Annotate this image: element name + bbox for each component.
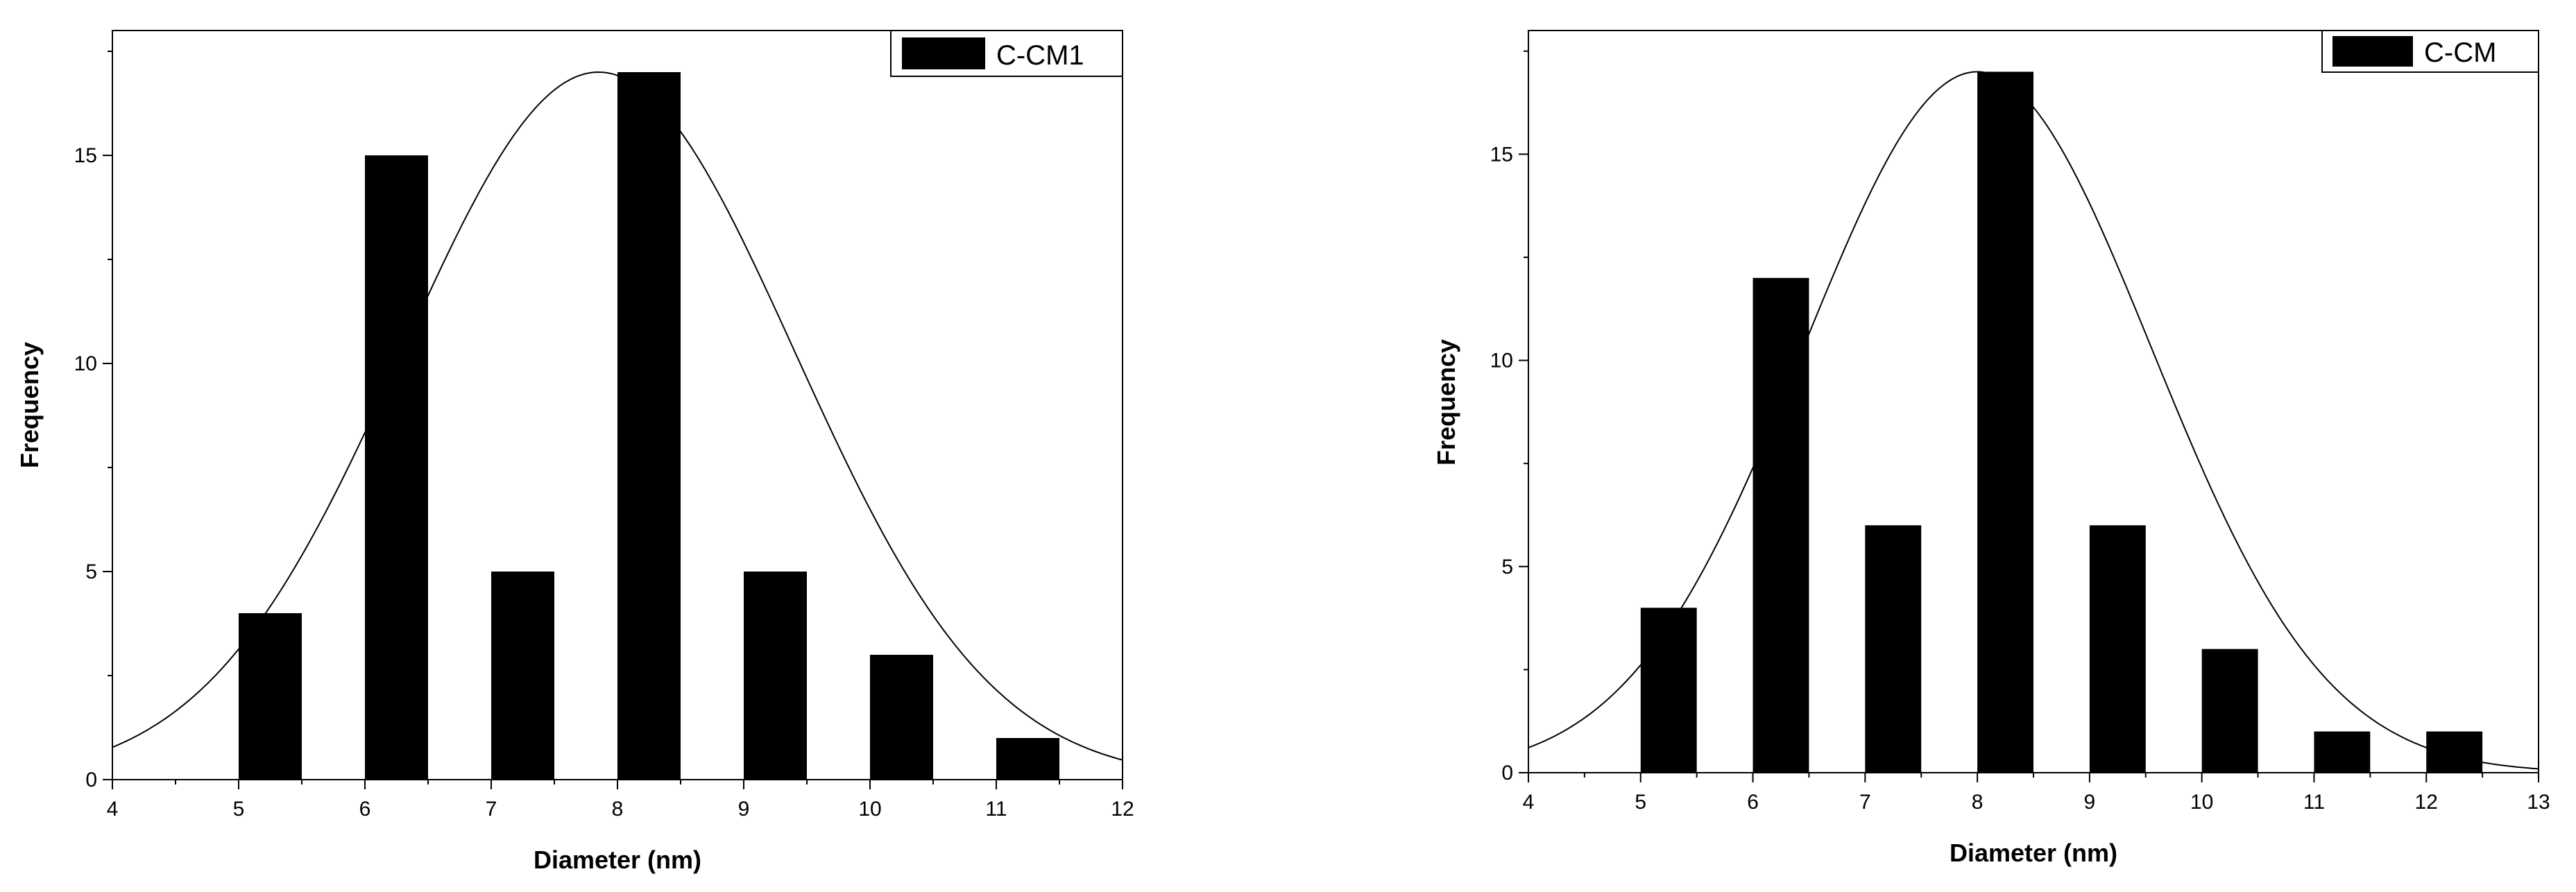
y-tick-label: 15 xyxy=(74,144,97,167)
bars xyxy=(239,72,1059,780)
x-tick-label: 12 xyxy=(1111,798,1134,821)
x-tick-label: 7 xyxy=(1859,791,1871,814)
y-tick-label: 0 xyxy=(85,769,97,791)
x-tick-label: 5 xyxy=(1635,791,1646,814)
bar xyxy=(2426,731,2483,773)
legend-label: C-CM1 xyxy=(996,40,1084,71)
bar xyxy=(365,155,428,780)
bar xyxy=(239,613,302,780)
x-tick-label: 10 xyxy=(2190,791,2213,814)
x-tick-label: 4 xyxy=(107,798,119,821)
bar xyxy=(2201,649,2258,773)
y-axis-title: Frequency xyxy=(15,342,44,468)
gaussian-fit-curve xyxy=(1528,71,2539,770)
legend: C-CM1 xyxy=(890,30,1123,77)
bars xyxy=(1640,71,2483,773)
bar xyxy=(870,655,933,780)
x-tick-label: 10 xyxy=(858,798,881,821)
bar xyxy=(1640,608,1697,773)
gaussian-fit-curve xyxy=(112,71,1123,761)
x-tick-label: 12 xyxy=(2415,791,2438,814)
x-tick-label: 6 xyxy=(1747,791,1759,814)
bar xyxy=(491,572,554,780)
histogram-panel-c-cm: 4 5 6 7 8 9 10 11 12 13 0 5 10 15 Diameter (nm) Freq… xyxy=(1432,30,2550,867)
x-tick-label: 11 xyxy=(985,798,1007,821)
bar xyxy=(617,72,681,780)
y-axis-title: Frequency xyxy=(1432,339,1460,465)
bar xyxy=(1752,277,1809,773)
bar xyxy=(1865,525,1922,773)
x-tick-label: 6 xyxy=(359,798,371,821)
bar xyxy=(2314,731,2371,773)
bar xyxy=(744,572,807,780)
y-tick-label: 5 xyxy=(85,560,97,583)
legend-label: C-CM xyxy=(2424,37,2496,68)
y-tick-label: 15 xyxy=(1490,143,1513,166)
histogram-panel-c-cm1: 4 5 6 7 8 9 10 11 12 0 5 10 15 Diameter (nm) Freque… xyxy=(15,30,1134,874)
x-tick-label: 13 xyxy=(2527,791,2550,814)
bar xyxy=(996,738,1059,780)
x-tick-label: 7 xyxy=(486,798,497,821)
y-tick-label: 5 xyxy=(1501,556,1513,578)
bar xyxy=(1977,71,2033,773)
x-axis-title: Diameter (nm) xyxy=(1950,839,2117,867)
y-tick-label: 10 xyxy=(1490,350,1513,372)
y-tick-label: 10 xyxy=(74,352,97,375)
x-tick-labels: 4 5 6 7 8 9 10 11 12 xyxy=(107,798,1134,821)
x-axis-title: Diameter (nm) xyxy=(534,846,701,874)
legend: C-CM xyxy=(2321,30,2539,73)
axis-ticks xyxy=(1519,50,2539,782)
x-tick-label: 4 xyxy=(1523,791,1535,814)
x-tick-label: 11 xyxy=(2303,791,2325,814)
legend-swatch xyxy=(902,37,985,69)
x-tick-label: 5 xyxy=(233,798,245,821)
x-tick-label: 9 xyxy=(738,798,750,821)
x-tick-label: 8 xyxy=(612,798,624,821)
y-tick-label: 0 xyxy=(1501,762,1513,784)
y-tick-labels: 0 5 10 15 xyxy=(1490,143,1513,784)
legend-swatch xyxy=(2332,36,2413,67)
x-tick-label: 8 xyxy=(1972,791,1984,814)
bar xyxy=(2089,525,2146,773)
x-tick-labels: 4 5 6 7 8 9 10 11 12 13 xyxy=(1523,791,2550,814)
y-tick-labels: 0 5 10 15 xyxy=(74,144,97,791)
x-tick-label: 9 xyxy=(2084,791,2096,814)
axis-ticks xyxy=(103,51,1123,789)
